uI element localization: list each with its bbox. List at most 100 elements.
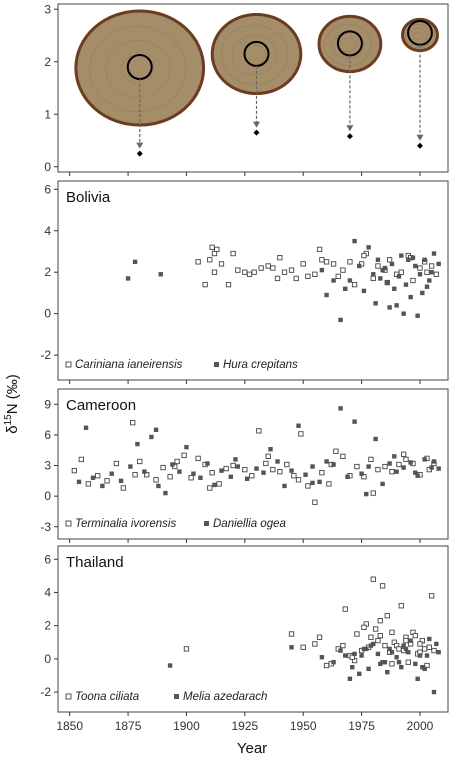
data-point-hollow [167, 474, 173, 480]
data-point-hollow [372, 626, 379, 632]
panel-frame [57, 3, 449, 173]
growth-ring [232, 34, 277, 76]
data-point-filled [167, 663, 173, 668]
data-point-hollow [230, 462, 236, 469]
y-tick-label: 0 [44, 307, 51, 321]
data-point-filled [352, 238, 357, 244]
data-point-hollow [361, 474, 367, 480]
data-point-hollow [281, 269, 288, 275]
data-point-hollow [300, 261, 306, 267]
data-point-hollow [270, 466, 276, 473]
data-point-filled [135, 441, 140, 447]
data-point-hollow [183, 646, 190, 652]
data-point-hollow [130, 420, 136, 426]
data-point-filled [177, 469, 182, 474]
legend-label: Toona ciliata [75, 691, 139, 703]
data-point-hollow [225, 281, 232, 288]
data-point-hollow [426, 644, 432, 650]
data-point-filled [90, 475, 96, 480]
data-point-hollow [368, 456, 374, 463]
data-point-filled [345, 474, 350, 479]
data-point-hollow [277, 469, 283, 475]
data-point-hollow [375, 637, 381, 644]
data-point-filled [420, 290, 425, 296]
data-point-filled [429, 465, 434, 470]
data-point-filled [373, 301, 378, 306]
data-point-filled [434, 641, 439, 647]
data-point-filled [401, 311, 406, 316]
data-point-filled [158, 272, 163, 277]
data-point-filled [132, 259, 138, 265]
data-point-hollow [354, 631, 360, 637]
data-point-filled [109, 471, 114, 476]
data-point-hollow [319, 470, 325, 476]
growth-ring [89, 25, 186, 113]
data-point-filled [149, 434, 154, 440]
data-point-filled [394, 469, 399, 474]
x-tick-label: 1875 [115, 719, 142, 733]
data-point-hollow [312, 271, 318, 277]
data-point-filled [392, 286, 397, 291]
data-point-filled [417, 653, 423, 658]
data-point-hollow [195, 455, 201, 462]
y-tick-label: 6 [44, 182, 51, 196]
data-point-filled [235, 464, 241, 469]
data-point-filled [163, 490, 168, 496]
data-point-filled [128, 464, 133, 469]
data-point-hollow [298, 431, 304, 437]
data-point-filled [406, 257, 411, 262]
data-point-hollow [230, 250, 236, 257]
growth-ring [105, 40, 170, 98]
data-point-filled [319, 267, 325, 273]
data-point-hollow [403, 456, 409, 463]
data-point-filled [422, 457, 427, 462]
data-point-hollow [354, 463, 360, 470]
data-point-filled [359, 653, 364, 658]
data-point-hollow [396, 646, 402, 652]
data-point-hollow [300, 644, 306, 650]
data-point-hollow [396, 461, 402, 468]
data-point-hollow [412, 632, 418, 639]
data-point-filled [408, 294, 413, 300]
data-point-hollow [333, 448, 339, 454]
arrow-head [346, 125, 354, 132]
data-point-filled [352, 651, 357, 657]
y-tick-label: 6 [44, 428, 51, 442]
data-point-hollow [417, 641, 423, 647]
data-point-hollow [291, 473, 297, 479]
data-point-hollow [347, 259, 353, 265]
data-point-filled [100, 483, 105, 489]
data-point-hollow [370, 275, 376, 282]
data-point-filled [170, 462, 175, 467]
y-tick-label: 2 [44, 619, 51, 633]
data-point-filled [424, 284, 430, 289]
data-point-filled [378, 661, 383, 667]
data-point-filled [373, 436, 378, 442]
data-point-hollow [249, 473, 255, 479]
data-point-filled [408, 460, 413, 465]
data-point-hollow [340, 267, 346, 273]
data-point-filled [431, 459, 437, 464]
data-point-filled [76, 479, 82, 485]
legend-marker-hollow [65, 361, 72, 368]
data-point-filled [125, 276, 131, 281]
data-point-filled [422, 257, 427, 262]
data-point-hollow [120, 485, 127, 491]
data-point-filled [156, 483, 161, 489]
data-point-filled [387, 461, 392, 466]
data-point-filled [228, 474, 234, 479]
data-point-filled [415, 473, 420, 478]
data-point-filled [212, 482, 217, 488]
data-point-hollow [312, 641, 318, 647]
data-point-filled [142, 469, 147, 474]
y-tick-label: 0 [44, 489, 51, 503]
data-point-hollow [377, 632, 383, 639]
data-point-filled [289, 645, 294, 650]
data-point-hollow [207, 485, 213, 491]
data-point-filled [198, 475, 203, 480]
data-point-hollow [370, 490, 376, 496]
growth-ring [413, 31, 423, 41]
data-point-hollow [351, 281, 358, 288]
x-tick-label: 1850 [56, 719, 83, 733]
data-point-hollow [368, 634, 374, 640]
